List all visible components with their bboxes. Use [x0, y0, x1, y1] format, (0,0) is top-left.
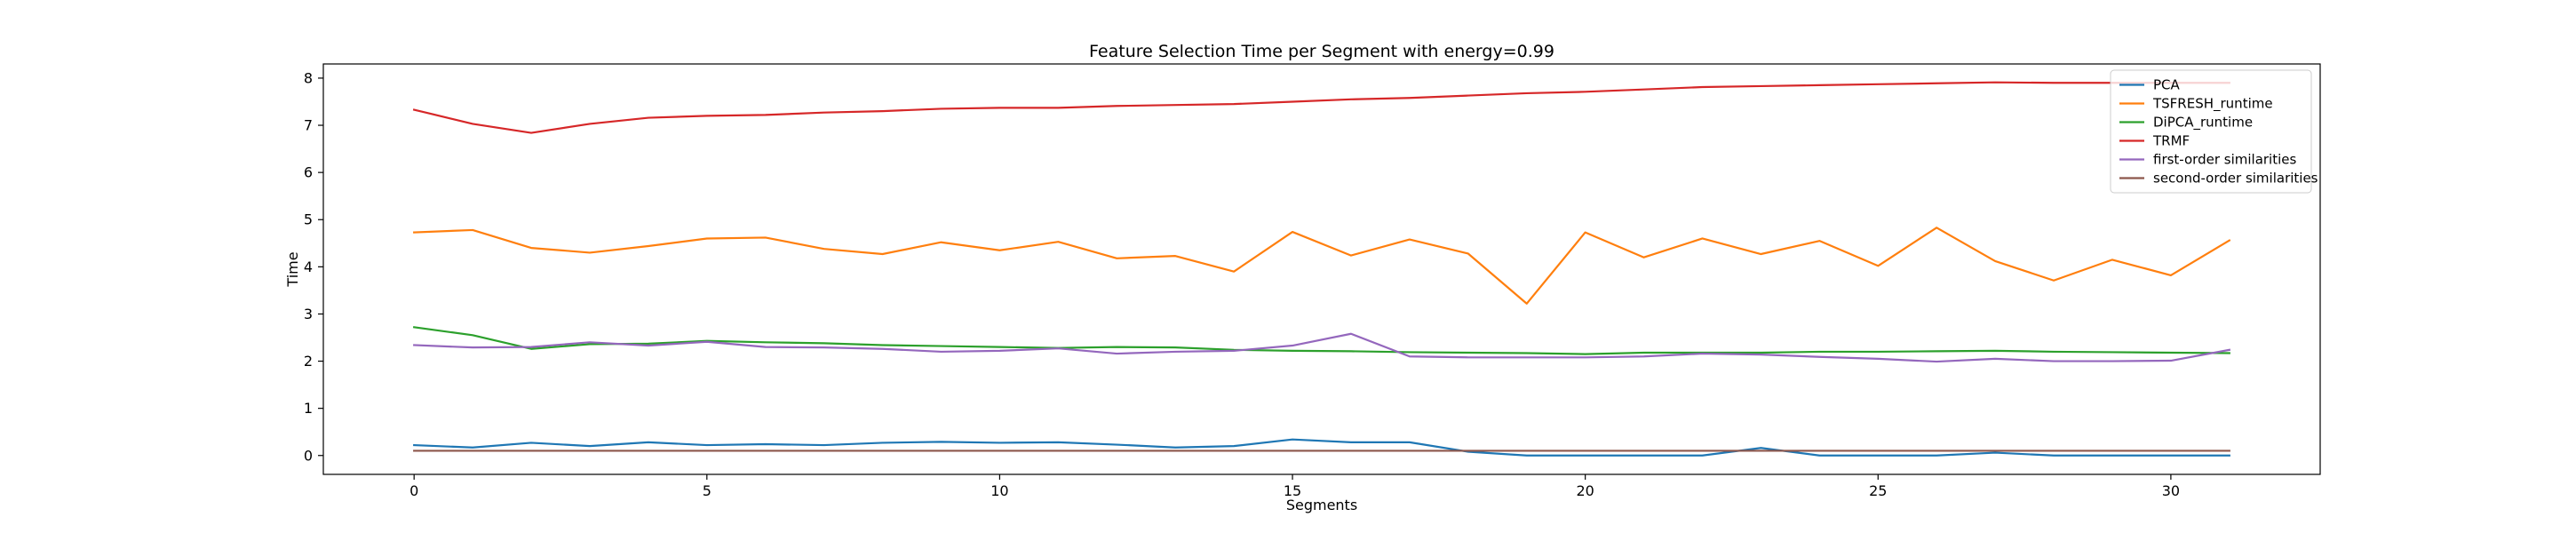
x-tick-label: 5	[703, 482, 712, 499]
legend-label: DiPCA_runtime	[2153, 115, 2253, 131]
x-tick-label: 20	[1576, 482, 1594, 499]
y-tick-label: 8	[304, 69, 313, 86]
y-tick-label: 4	[304, 259, 313, 275]
legend: PCA TSFRESH_runtime DiPCA_runtime TRMF first…	[2110, 69, 2318, 194]
series-line-dipca-runtime	[412, 326, 2230, 355]
x-tick-label: 15	[1284, 482, 1301, 499]
y-tick-label: 2	[304, 353, 313, 370]
legend-box	[2110, 69, 2312, 194]
y-tick-label: 7	[304, 117, 313, 134]
x-tick-label: 0	[409, 482, 418, 499]
y-tick-label: 0	[304, 447, 313, 464]
series-lines	[412, 81, 2231, 457]
x-axis-label: Segments	[1286, 497, 1357, 513]
x-axis: 0 5 10 15 20 25 30	[409, 474, 2180, 499]
series-line-trmf	[412, 81, 2230, 134]
y-tick-label: 5	[304, 211, 313, 228]
legend-label: first-order similarities	[2153, 152, 2297, 168]
series-line-tsfresh-runtime	[413, 227, 2231, 305]
series-line-first-order-similarities	[413, 332, 2231, 363]
y-tick-label: 6	[304, 164, 313, 181]
y-axis: 0 1 2 3 4 5 6 7 8	[304, 69, 323, 464]
chart-title: Feature Selection Time per Segment with …	[1089, 42, 1554, 61]
y-tick-label: 1	[304, 400, 313, 417]
legend-label: TSFRESH_runtime	[2152, 96, 2273, 113]
series-line-pca	[413, 438, 2230, 457]
plot-frame	[322, 63, 2321, 475]
legend-label: second-order similarities	[2153, 171, 2318, 187]
y-axis-label: Time	[284, 251, 301, 287]
x-tick-label: 25	[1869, 482, 1887, 499]
x-tick-label: 30	[2162, 482, 2180, 499]
legend-label: PCA	[2153, 77, 2181, 93]
y-tick-label: 3	[304, 306, 313, 322]
legend-label: TRMF	[2152, 133, 2190, 149]
x-tick-label: 10	[990, 482, 1008, 499]
